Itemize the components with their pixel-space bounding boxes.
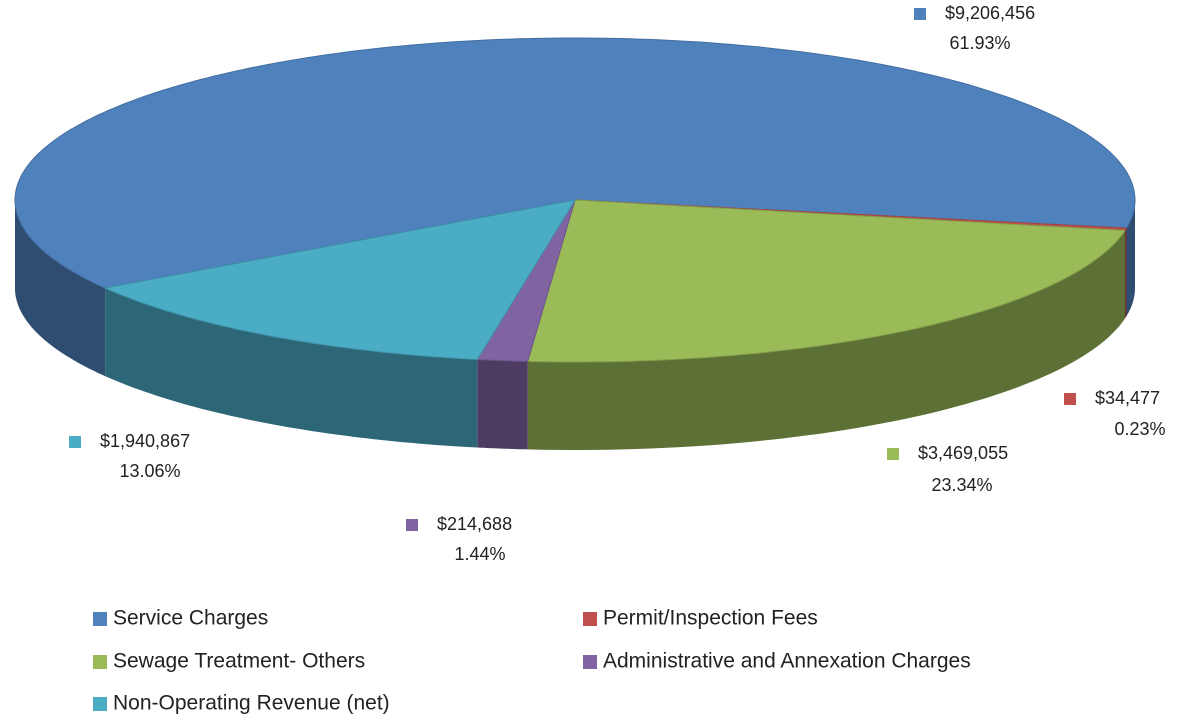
legend-label: Non-Operating Revenue (net) [113, 692, 390, 715]
percent-label: 23.34% [931, 475, 992, 495]
legend-marker [93, 655, 107, 669]
slice-side [527, 230, 1125, 450]
slice-side [477, 359, 528, 450]
slice-side [105, 288, 478, 448]
legend-label: Service Charges [113, 607, 268, 630]
label-marker [914, 8, 926, 20]
slice-side [15, 200, 106, 377]
label-marker [1064, 393, 1076, 405]
legend-marker [93, 612, 107, 626]
slice-sides [15, 200, 1135, 450]
legend-marker [583, 655, 597, 669]
legend-label: Sewage Treatment- Others [113, 650, 365, 673]
value-label: $9,206,456 [945, 3, 1035, 23]
percent-label: 13.06% [119, 461, 180, 481]
slice [14, 37, 1136, 289]
slice [103, 199, 577, 361]
value-label: $3,469,055 [918, 443, 1008, 463]
slice-tops [14, 37, 1136, 363]
percent-label: 0.23% [1114, 419, 1165, 439]
value-label: $1,940,867 [100, 431, 190, 451]
percent-label: 1.44% [454, 544, 505, 564]
legend-marker [93, 697, 107, 711]
label-marker [887, 448, 899, 460]
value-label: $214,688 [437, 514, 512, 534]
legend-marker [583, 612, 597, 626]
slice-side [1126, 200, 1135, 317]
percent-label: 61.93% [949, 33, 1010, 53]
slice [527, 199, 1126, 363]
legend-label: Permit/Inspection Fees [603, 607, 818, 630]
label-marker [406, 519, 418, 531]
slice-side [1125, 228, 1127, 319]
label-marker [69, 436, 81, 448]
value-label: $34,477 [1095, 388, 1160, 408]
legend-label: Administrative and Annexation Charges [603, 650, 971, 673]
